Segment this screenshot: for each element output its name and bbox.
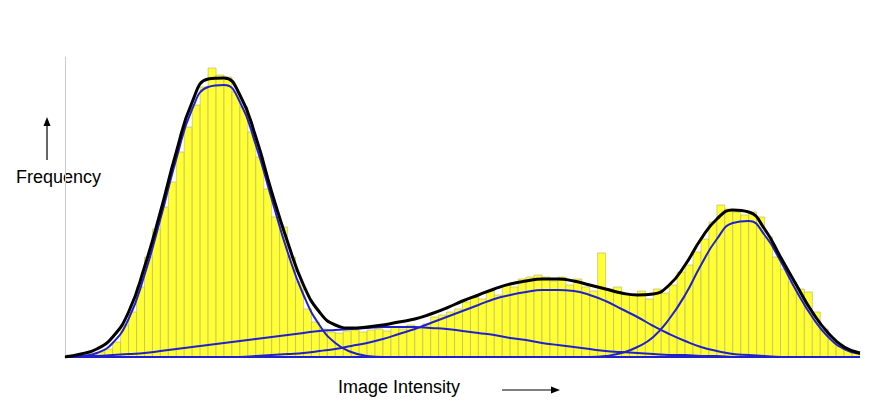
- svg-text:Frequency: Frequency: [16, 167, 101, 187]
- svg-text:Image Intensity: Image Intensity: [338, 377, 460, 397]
